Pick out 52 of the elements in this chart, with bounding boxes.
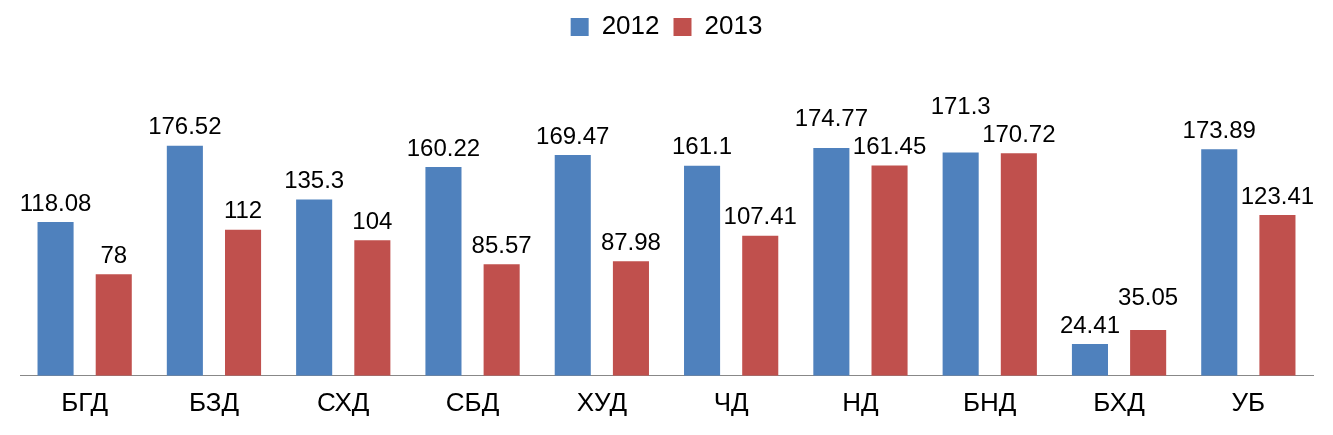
data-label: 112	[223, 196, 263, 224]
bar	[1130, 330, 1167, 376]
bar	[871, 165, 908, 376]
legend-label: 2012	[601, 10, 660, 41]
bar	[483, 264, 520, 376]
x-tick-label: СБД	[445, 386, 500, 417]
x-tick-label: ХУД	[576, 386, 628, 417]
bar	[813, 148, 850, 376]
bar	[684, 165, 721, 376]
data-label: 135.3	[284, 166, 345, 194]
bar	[1259, 214, 1296, 376]
bar	[225, 229, 262, 376]
data-label: 161.45	[852, 132, 927, 160]
data-label: 107.41	[723, 202, 797, 230]
data-label: 161.1	[672, 132, 733, 160]
x-tick-label: БНД	[963, 386, 1017, 417]
data-label: 78	[100, 240, 128, 268]
data-label: 35.05	[1118, 282, 1179, 310]
data-label: 104	[352, 206, 393, 234]
data-label: 85.57	[471, 230, 532, 258]
bar	[612, 261, 649, 376]
bar	[37, 221, 74, 376]
x-tick-label: БХД	[1093, 386, 1146, 417]
x-tick-label: БГД	[61, 386, 109, 417]
data-label: 169.47	[536, 121, 610, 149]
bar	[354, 240, 391, 376]
data-label: 24.41	[1059, 310, 1120, 338]
bar	[1201, 149, 1238, 376]
data-label: 123.41	[1240, 181, 1315, 209]
bar	[942, 152, 979, 376]
bar	[95, 274, 132, 376]
x-tick-label: БЗД	[188, 386, 240, 417]
data-label: 171.3	[930, 91, 991, 119]
x-tick-label: НД	[842, 386, 880, 417]
bar	[296, 199, 333, 376]
data-label: 118.08	[19, 188, 92, 216]
data-label: 176.52	[148, 112, 222, 140]
legend-label: 2013	[704, 10, 763, 41]
bar	[554, 154, 591, 376]
x-tick-label: СХД	[317, 386, 370, 417]
bar	[1000, 153, 1037, 376]
x-tick-label: УБ	[1231, 386, 1266, 417]
data-label: 170.72	[982, 119, 1056, 147]
data-label: 87.98	[600, 227, 661, 255]
data-label: 173.89	[1182, 115, 1256, 143]
bar	[742, 235, 779, 376]
x-tick-label: ЧД	[713, 386, 750, 417]
bar	[166, 145, 203, 376]
data-label: 174.77	[794, 104, 869, 132]
bar	[1071, 343, 1108, 376]
bar	[425, 167, 462, 376]
data-label: 160.22	[406, 133, 481, 161]
